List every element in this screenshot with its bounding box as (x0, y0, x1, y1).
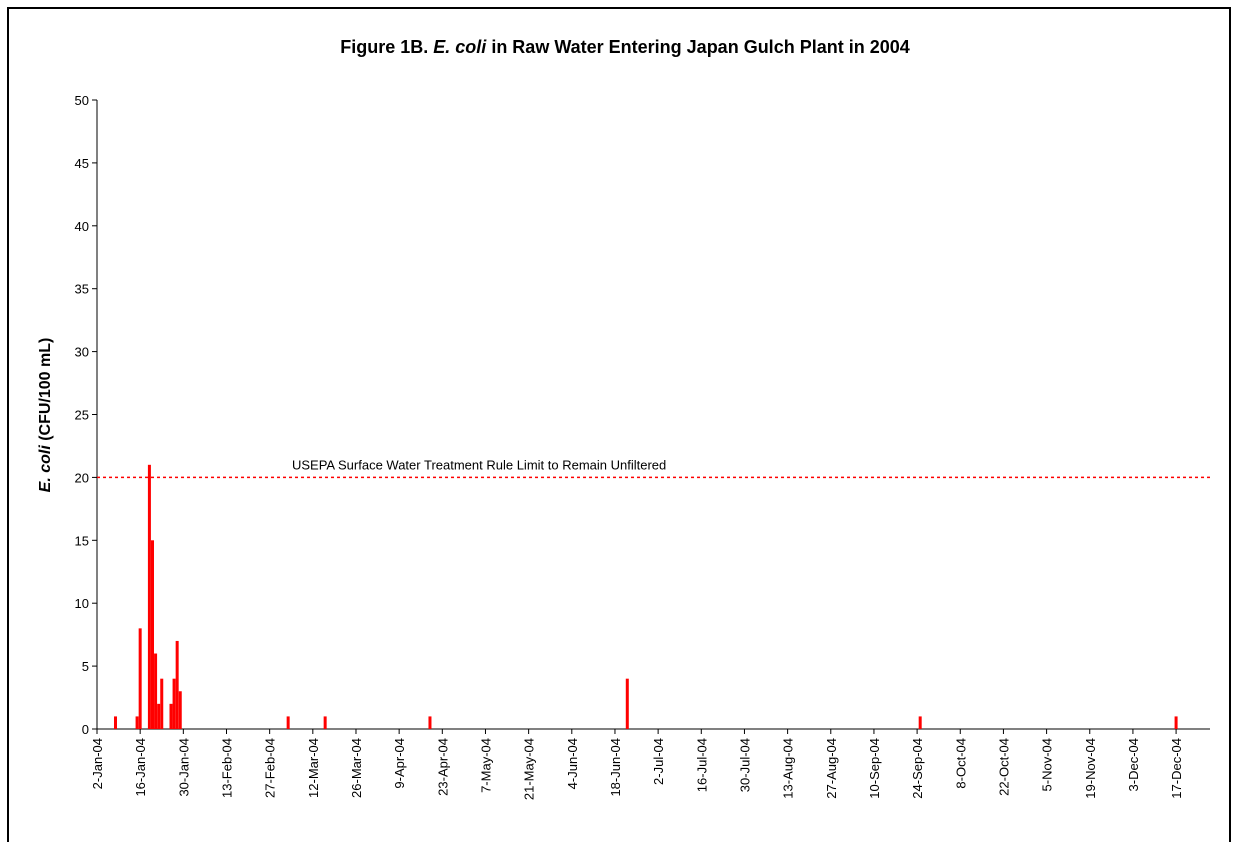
title-part: in Raw Water Entering Japan Gulch Plant … (491, 37, 909, 57)
bar (147, 464, 151, 729)
bar (175, 640, 179, 729)
bar (1174, 716, 1178, 729)
bar (918, 716, 922, 729)
chart-frame (7, 7, 1231, 842)
x-tick-label: 2-Jan-04 (90, 738, 105, 789)
y-tick-label: 20 (75, 470, 89, 485)
title-part: Figure 1B. (340, 37, 428, 57)
bar (154, 653, 158, 729)
x-tick-label: 13-Feb-04 (219, 738, 234, 798)
x-tick-label: 12-Mar-04 (306, 738, 321, 798)
y-label-part: E. coli (37, 445, 54, 493)
y-label-part: (CFU/100 mL) (37, 338, 54, 441)
y-tick-label: 0 (82, 722, 89, 737)
y-tick-label: 45 (75, 156, 89, 171)
title-part: E. coli (433, 37, 487, 57)
x-tick-label: 10-Sep-04 (867, 738, 882, 799)
x-tick-label: 26-Mar-04 (349, 738, 364, 798)
x-tick-label: 24-Sep-04 (910, 738, 925, 799)
x-tick-label: 3-Dec-04 (1126, 738, 1141, 791)
bar (323, 716, 327, 729)
bar (169, 703, 173, 729)
x-tick-label: 2-Jul-04 (651, 738, 666, 785)
x-tick-label: 4-Jun-04 (565, 738, 580, 789)
x-tick-label: 30-Jan-04 (176, 738, 191, 797)
bar (172, 678, 176, 729)
x-tick-label: 22-Oct-04 (996, 738, 1011, 796)
y-tick-label: 25 (75, 408, 89, 423)
bar (135, 716, 139, 729)
x-tick-label: 19-Nov-04 (1083, 738, 1098, 799)
bar (286, 716, 290, 729)
x-tick-label: 27-Feb-04 (263, 738, 278, 798)
reference-label: USEPA Surface Water Treatment Rule Limit… (292, 457, 666, 472)
x-tick-label: 18-Jun-04 (608, 738, 623, 797)
bar (113, 716, 117, 729)
bar (150, 540, 154, 729)
y-tick-label: 15 (75, 533, 89, 548)
bar (428, 716, 432, 729)
chart-title: Figure 1B. E. coli in Raw Water Entering… (340, 37, 910, 57)
y-tick-label: 10 (75, 596, 89, 611)
x-tick-label: 9-Apr-04 (392, 738, 407, 789)
y-tick-label: 30 (75, 345, 89, 360)
bar (160, 678, 164, 729)
x-tick-label: 7-May-04 (478, 738, 493, 793)
y-tick-label: 40 (75, 219, 89, 234)
x-tick-label: 8-Oct-04 (953, 738, 968, 789)
y-tick-label: 5 (82, 659, 89, 674)
y-tick-label: 50 (75, 93, 89, 108)
bar (138, 628, 142, 729)
bar (178, 691, 182, 729)
y-tick-label: 35 (75, 282, 89, 297)
x-tick-label: 30-Jul-04 (737, 738, 752, 792)
x-tick-label: 21-May-04 (522, 738, 537, 800)
x-tick-label: 27-Aug-04 (824, 738, 839, 799)
x-tick-label: 13-Aug-04 (781, 738, 796, 799)
x-tick-label: 16-Jul-04 (694, 738, 709, 792)
x-tick-label: 23-Apr-04 (435, 738, 450, 796)
bar (625, 678, 629, 729)
x-tick-label: 17-Dec-04 (1169, 738, 1184, 799)
bar (157, 703, 161, 729)
y-axis-label: E. coli (CFU/100 mL) (37, 338, 54, 493)
x-tick-label: 5-Nov-04 (1040, 738, 1055, 791)
x-tick-label: 16-Jan-04 (133, 738, 148, 797)
